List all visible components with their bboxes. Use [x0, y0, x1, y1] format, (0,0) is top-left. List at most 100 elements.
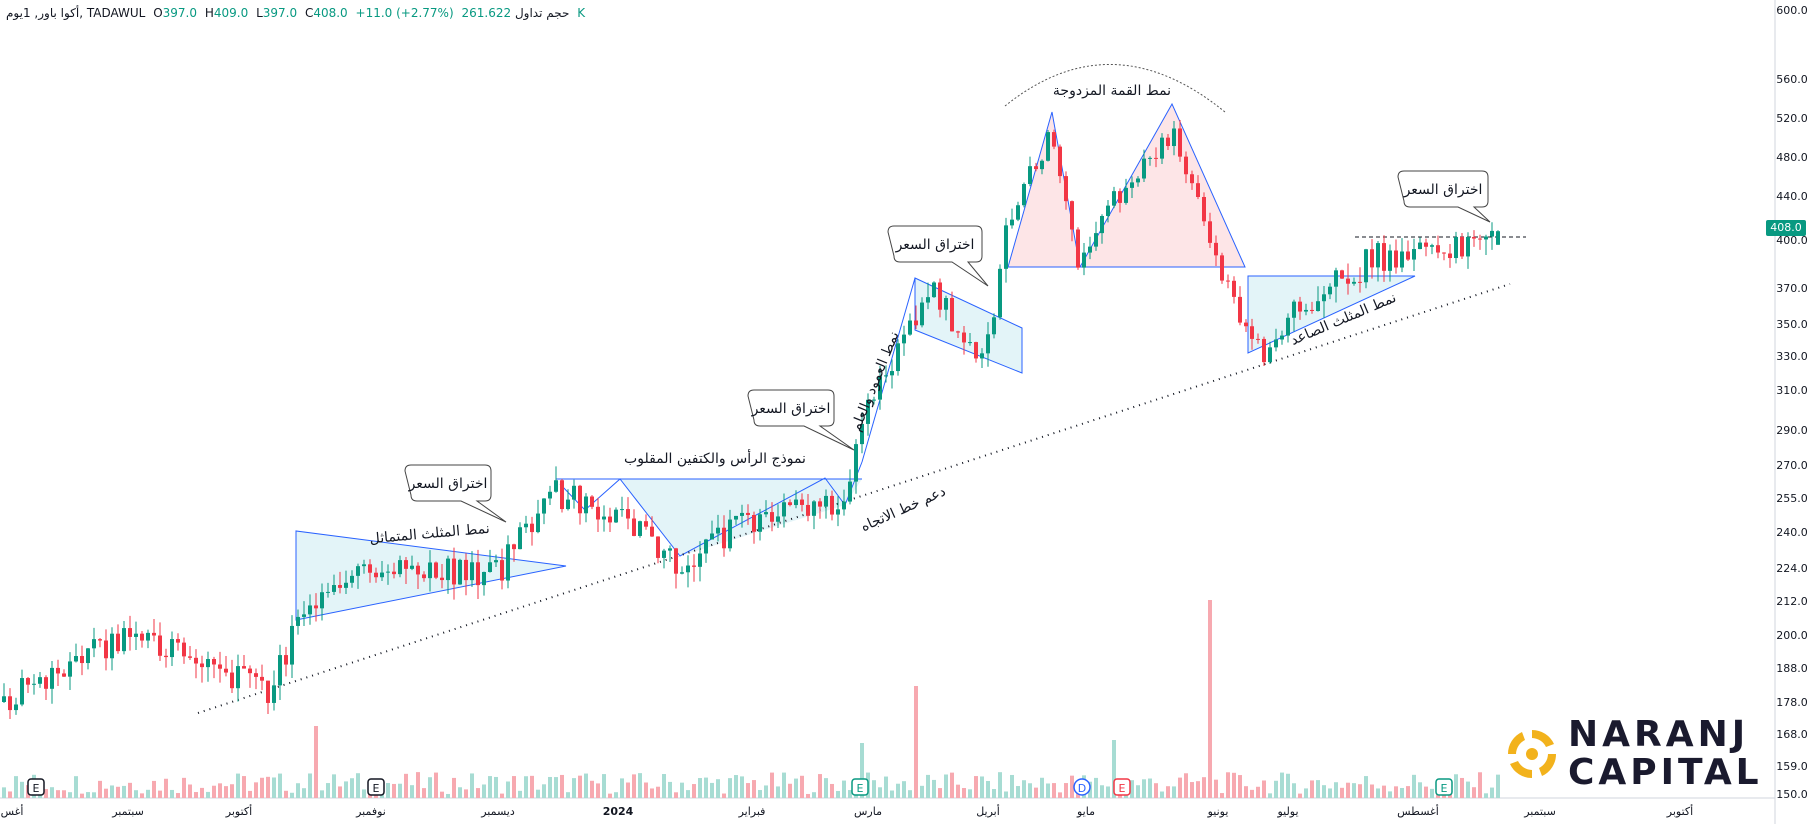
candle-body — [740, 512, 744, 516]
x-tick-label: سبتمبر — [1523, 805, 1556, 818]
volume-bar — [842, 780, 846, 798]
candle-body — [692, 565, 696, 567]
candle-body — [344, 582, 348, 588]
candle-body — [1268, 347, 1272, 363]
candle-body — [152, 632, 156, 636]
x-tick-label: أبريل — [976, 804, 1000, 818]
volume-bar — [296, 783, 300, 798]
x-axis: أغس سبتمبر أكتوبر نوفمبر ديسمبر 2024 فبراير مار… — [1, 804, 1694, 818]
candle-body — [758, 514, 762, 532]
volume-bar — [764, 785, 768, 798]
candle-body — [50, 667, 54, 689]
high-label: H — [204, 6, 214, 20]
volume-bar — [488, 776, 492, 798]
volume-bar — [758, 790, 762, 798]
volume-bar — [1070, 775, 1074, 798]
volume-bar — [1286, 773, 1290, 798]
naranj-logo-icon — [1507, 729, 1557, 779]
candle-body — [416, 565, 420, 575]
candle-body — [1010, 219, 1014, 226]
volume-bar — [992, 788, 996, 798]
candle-body — [20, 678, 24, 705]
close-value: 408.0 — [313, 6, 348, 20]
candle-body — [1484, 236, 1488, 240]
candle-body — [1496, 231, 1500, 245]
candle-body — [290, 625, 294, 665]
candle-body — [908, 320, 912, 335]
volume-bar — [890, 790, 894, 798]
volume-bar — [452, 777, 456, 798]
volume-bar — [272, 777, 276, 798]
volume-bar — [98, 780, 102, 798]
volume-bar — [1484, 793, 1488, 798]
volume-bar — [800, 775, 804, 798]
volume-bar — [1256, 786, 1260, 798]
candle-body — [1238, 296, 1242, 323]
candle-body — [614, 509, 618, 523]
volume-bar — [56, 790, 60, 798]
candle-body — [1340, 270, 1344, 279]
open-value: 397.0 — [162, 6, 198, 20]
low-value: 397.0 — [262, 6, 298, 20]
volume-bar — [638, 773, 642, 798]
volume-bar — [182, 777, 186, 798]
candle-body — [194, 657, 198, 664]
candle-body — [1202, 196, 1206, 222]
candle-body — [68, 661, 72, 677]
candle-body — [272, 685, 276, 703]
candle-body — [1220, 255, 1224, 281]
candle-body — [476, 562, 480, 586]
volume-bar — [404, 773, 408, 798]
volume-bar — [266, 776, 270, 798]
candle-body — [506, 544, 510, 581]
volume-bar — [386, 783, 390, 798]
candle-body — [1400, 251, 1404, 268]
candle-body — [1280, 335, 1284, 340]
volume-bar — [626, 782, 630, 798]
volume-bar — [752, 780, 756, 798]
candle-body — [1490, 230, 1494, 237]
volume-bar — [1250, 789, 1254, 798]
candle-body — [1046, 132, 1050, 161]
volume-bar — [470, 773, 474, 798]
volume-bar — [1472, 787, 1476, 798]
volume-bar — [1412, 774, 1416, 798]
volume-bar — [104, 788, 108, 798]
volume-bar — [950, 772, 954, 798]
volume-bar — [782, 772, 786, 798]
candle-body — [278, 655, 282, 686]
volume-bar — [656, 786, 660, 798]
candle-body — [836, 509, 840, 515]
volume-bar — [344, 781, 348, 798]
candle-body — [1376, 243, 1380, 268]
volume-bar — [1244, 786, 1248, 798]
event-marker-label: E — [857, 782, 864, 795]
candle-body — [8, 696, 12, 711]
volume-bar — [422, 788, 426, 798]
close-label: C — [304, 6, 314, 20]
candle-body — [932, 282, 936, 298]
candle-body — [764, 512, 768, 515]
candle-body — [128, 628, 132, 637]
candle-body — [1226, 280, 1230, 282]
x-tick-label: نوفمبر — [355, 805, 386, 818]
candle-body — [308, 605, 312, 615]
candle-body — [722, 527, 726, 549]
candle-body — [488, 562, 492, 572]
volume-bar — [1034, 787, 1038, 798]
candle-body — [656, 536, 660, 558]
candle-body — [1352, 281, 1356, 284]
volume-bar — [278, 773, 282, 798]
volume-bar — [398, 783, 402, 798]
candle-body — [632, 518, 636, 536]
x-tick-label: 2024 — [603, 805, 634, 818]
candle-body — [182, 642, 186, 657]
candle-body — [1472, 236, 1476, 239]
candle-body — [674, 548, 678, 574]
trendline-support — [197, 283, 1511, 714]
candle-body — [1346, 278, 1350, 284]
volume-bar — [722, 793, 726, 798]
candle-body — [1412, 249, 1416, 260]
candle-body — [1130, 182, 1134, 188]
